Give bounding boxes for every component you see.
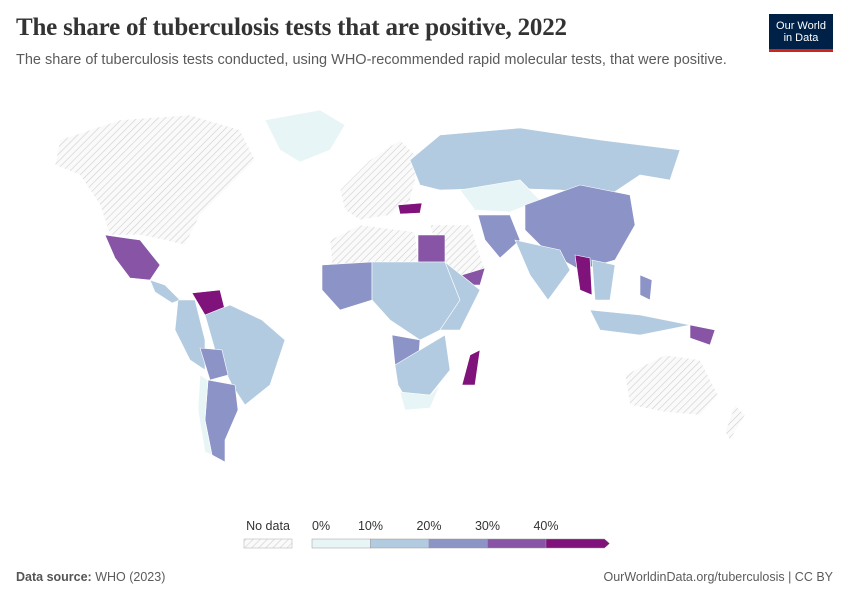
countries xyxy=(54,109,746,463)
source-label: Data source: xyxy=(16,570,92,584)
legend-tick-label: 30% xyxy=(475,519,500,533)
legend-tick-label: 40% xyxy=(533,519,558,533)
bolivia xyxy=(199,347,229,381)
central-america xyxy=(149,279,181,304)
north-africa xyxy=(329,224,419,266)
philippines xyxy=(639,274,653,301)
south-africa xyxy=(399,384,441,411)
no-data-swatch xyxy=(243,538,293,549)
source-text: WHO (2023) xyxy=(95,570,166,584)
no-data-label: No data xyxy=(246,519,290,533)
indonesia xyxy=(589,309,691,336)
new-zealand xyxy=(724,404,746,441)
legend-bin xyxy=(311,538,371,549)
legend: 0% 10% 20% 30% 40% xyxy=(311,519,610,549)
egypt xyxy=(417,234,446,263)
east-africa xyxy=(439,261,481,331)
southeast-asia xyxy=(591,259,616,301)
logo[interactable]: Our World in Data xyxy=(769,14,833,52)
pakistan-afghanistan xyxy=(477,214,521,259)
turkey xyxy=(397,202,423,215)
legend-tick-label: 20% xyxy=(416,519,441,533)
legend-tick-label: 0% xyxy=(312,519,330,533)
legend-bin xyxy=(545,538,610,549)
subtitle: The share of tuberculosis tests conducte… xyxy=(16,52,727,68)
footer-url[interactable]: OurWorldinData.org/tuberculosis | CC BY xyxy=(603,570,834,584)
madagascar xyxy=(461,349,481,386)
russia xyxy=(409,127,681,196)
legend-bin xyxy=(428,538,488,549)
india xyxy=(514,239,571,301)
andes xyxy=(174,299,206,371)
mexico xyxy=(104,234,161,281)
legend-bin xyxy=(487,538,547,549)
legend-bin xyxy=(370,538,430,549)
australia xyxy=(624,354,719,416)
png xyxy=(689,324,716,346)
north-america xyxy=(54,114,256,246)
myanmar xyxy=(574,254,593,296)
europe xyxy=(339,139,421,221)
title: The share of tuberculosis tests that are… xyxy=(16,14,567,41)
west-africa xyxy=(321,261,373,311)
chile xyxy=(197,374,213,456)
greenland xyxy=(264,109,346,163)
legend-tick-label: 10% xyxy=(358,519,383,533)
source: Data source: WHO (2023) xyxy=(16,570,165,584)
